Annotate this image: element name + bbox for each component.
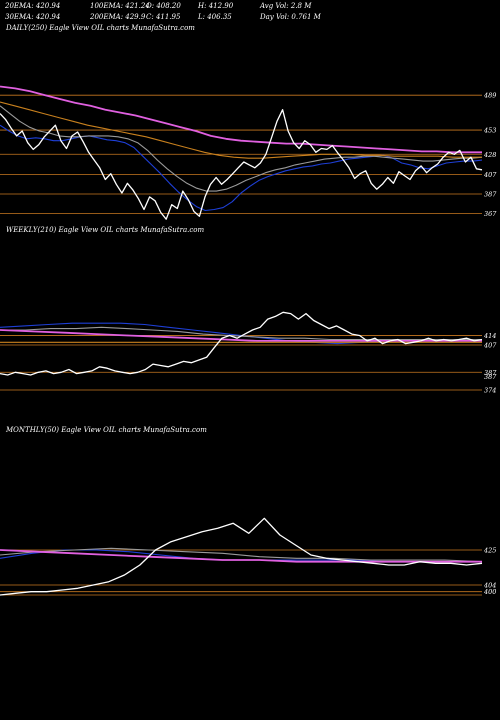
series-ema-gray bbox=[0, 105, 483, 192]
level-tick-label: 428 bbox=[483, 151, 496, 159]
series-ema-blue bbox=[0, 124, 483, 212]
header-100ema: 100EMA: 421.24 bbox=[90, 2, 150, 10]
level-tick-label: 407 bbox=[483, 342, 497, 350]
series-ema-orange bbox=[0, 101, 482, 159]
header-low: L: 406.35 bbox=[198, 13, 232, 21]
header-close: C: 411.95 bbox=[146, 13, 181, 21]
level-tick-label: 387 bbox=[484, 373, 497, 381]
level-tick-label: 425 bbox=[483, 547, 496, 555]
daily-panel-title: DAILY(250) Eagle View OIL charts MunafaS… bbox=[6, 24, 195, 32]
header-30ema: 30EMA: 420.94 bbox=[5, 13, 61, 21]
level-tick-label: 400 bbox=[483, 588, 496, 596]
series-price bbox=[0, 517, 483, 596]
level-tick-label: 414 bbox=[483, 332, 496, 340]
level-tick-label: 374 bbox=[484, 387, 496, 395]
level-tick-label: 387 bbox=[484, 369, 497, 377]
series-ema-gray bbox=[0, 547, 483, 563]
chart-panel-0: 489 453 428 407 387 367 bbox=[0, 85, 497, 220]
header-day-vol: Day Vol: 0.761 M bbox=[260, 13, 321, 21]
level-tick-label: 404 bbox=[483, 582, 496, 590]
header-high: H: 412.90 bbox=[198, 2, 234, 10]
monthly-panel-title: MONTHLY(50) Eagle View OIL charts Munafa… bbox=[6, 426, 207, 434]
weekly-panel-title: WEEKLY(210) Eagle View OIL charts Munafa… bbox=[6, 226, 205, 234]
header-20ema: 20EMA: 420.94 bbox=[5, 2, 61, 10]
level-tick-label: 407 bbox=[483, 171, 497, 179]
level-tick-label: 489 bbox=[483, 92, 496, 100]
level-tick-label: 367 bbox=[484, 210, 497, 218]
level-tick-label: 387 bbox=[484, 191, 497, 199]
series-ema-magenta bbox=[0, 549, 482, 563]
series-price bbox=[0, 109, 483, 220]
header-open: O: 408.20 bbox=[146, 2, 181, 10]
series-price bbox=[0, 311, 483, 376]
series-ema-magenta bbox=[0, 85, 482, 154]
level-tick-label: 453 bbox=[483, 127, 496, 135]
header-avg-vol: Avg Vol: 2.8 M bbox=[260, 2, 312, 10]
header-200ema: 200EMA: 429.9 bbox=[90, 13, 146, 21]
